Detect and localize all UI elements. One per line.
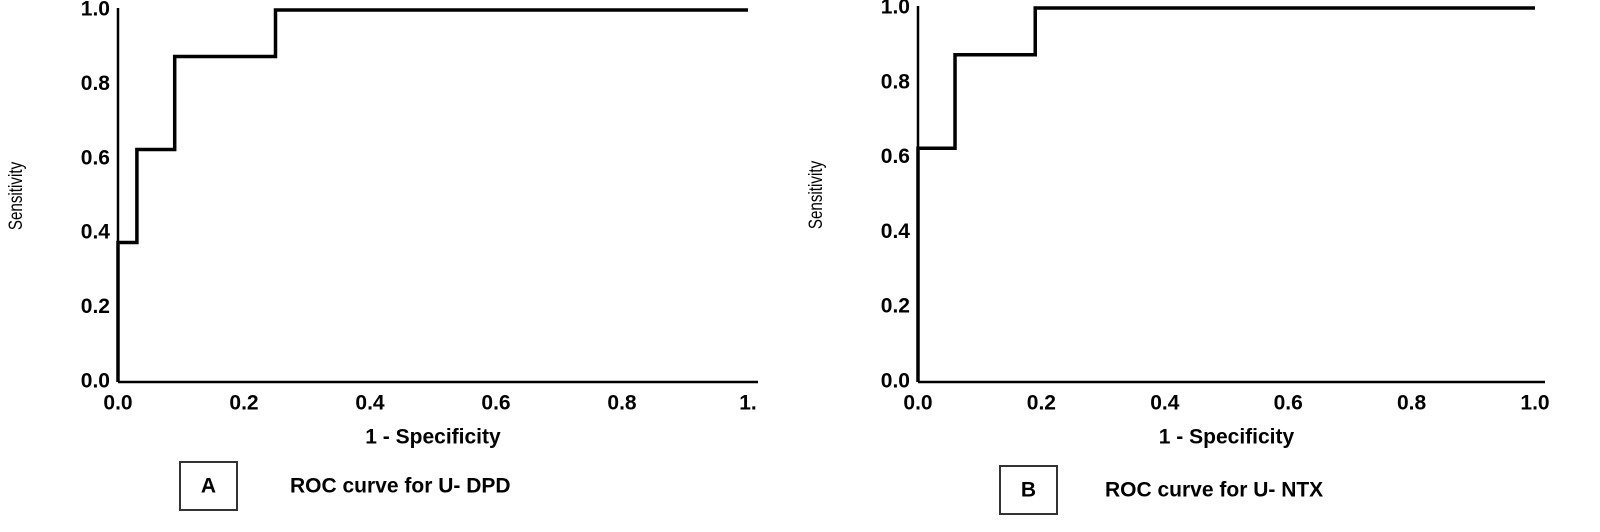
y-tick-label: 0.4 xyxy=(881,220,911,243)
x-tick-label: 0.6 xyxy=(1274,392,1303,415)
y-tick-label: 1.0 xyxy=(881,0,910,19)
y-axis-label: Sensitivity xyxy=(4,161,26,230)
y-tick-label: 0.8 xyxy=(881,70,911,93)
x-tick-label: 0.4 xyxy=(1150,392,1180,415)
roc-curve xyxy=(116,8,748,382)
x-tick-label: 0.0 xyxy=(903,392,932,415)
x-axis-label: 1 - Specificity xyxy=(365,426,501,449)
y-tick-label: 0.0 xyxy=(81,370,110,393)
x-tick-label: 1. xyxy=(739,392,757,415)
y-tick-label: 0.6 xyxy=(81,146,110,169)
x-tick-label: 0.0 xyxy=(103,392,132,415)
panel-label: A xyxy=(201,475,216,498)
y-tick-label: 0.8 xyxy=(81,72,111,95)
x-tick-label: 0.8 xyxy=(1397,392,1427,415)
y-tick-label: 0.0 xyxy=(881,370,910,393)
x-tick-label: 0.8 xyxy=(607,392,637,415)
x-axis-label: 1 - Specificity xyxy=(1159,426,1295,449)
panel-box xyxy=(179,461,238,511)
y-tick-label: 0.6 xyxy=(881,145,910,168)
caption: ROC curve for U- NTX xyxy=(1105,479,1323,502)
x-tick-label: 1.0 xyxy=(1520,392,1549,415)
caption: ROC curve for U- DPD xyxy=(290,475,511,498)
x-tick-label: 0.6 xyxy=(481,392,510,415)
y-axis-label: Sensitivity xyxy=(804,160,826,229)
y-tick-label: 0.4 xyxy=(81,221,111,244)
panel-box xyxy=(999,465,1058,515)
roc-curve xyxy=(916,6,1535,382)
panel-label: B xyxy=(1021,479,1036,502)
y-tick-label: 0.2 xyxy=(881,295,910,318)
y-tick-label: 0.2 xyxy=(81,295,110,318)
x-tick-label: 0.4 xyxy=(355,392,385,415)
y-tick-label: 1.0 xyxy=(81,0,110,21)
x-tick-label: 0.2 xyxy=(229,392,258,415)
x-tick-label: 0.2 xyxy=(1027,392,1056,415)
